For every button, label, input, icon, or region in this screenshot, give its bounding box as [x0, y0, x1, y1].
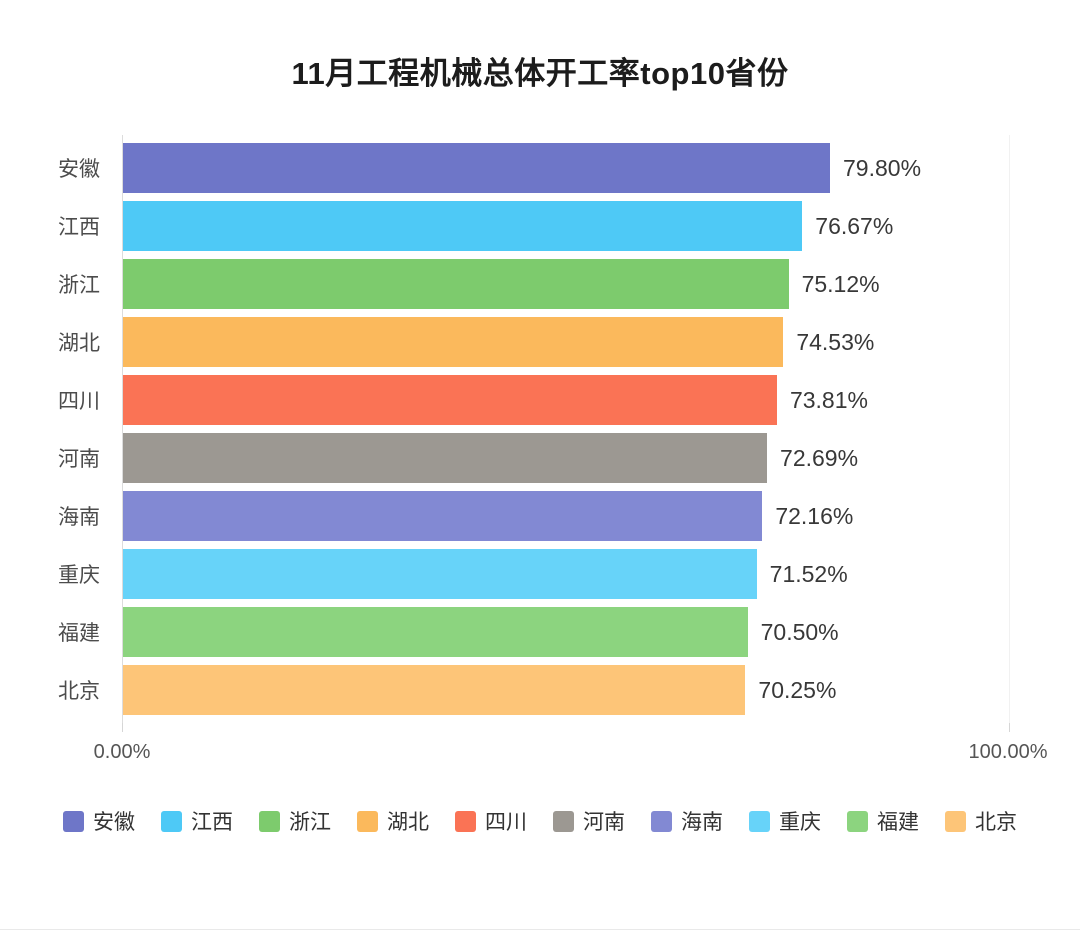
legend-swatch [357, 810, 378, 832]
legend-label: 海南 [681, 811, 723, 834]
legend-swatch [847, 810, 868, 832]
legend-label: 重庆 [779, 811, 821, 834]
legend-label: 河南 [583, 811, 625, 834]
value-label: 76.67% [815, 212, 894, 239]
legend-swatch [161, 810, 182, 832]
legend-swatch [553, 810, 574, 832]
legend-item[interactable]: 安徽 [63, 806, 135, 836]
bar-row: 安徽 79.80% [58, 139, 1009, 197]
legend-item[interactable]: 四川 [455, 806, 527, 836]
legend-item[interactable]: 海南 [651, 806, 723, 836]
legend-label: 福建 [877, 811, 919, 834]
value-label: 75.12% [801, 270, 880, 297]
category-label: 江西 [58, 216, 100, 239]
bar-row: 福建 70.50% [58, 603, 1009, 661]
value-label: 70.25% [758, 676, 837, 703]
bar-row: 北京 70.25% [58, 661, 1009, 719]
legend-swatch [945, 810, 966, 832]
legend-swatch [651, 810, 672, 832]
bar[interactable] [123, 143, 831, 193]
bar-rows: 安徽 79.80% 江西 76.67% 浙江 75.12% 湖北 74.53% 四川 73.81%… [58, 139, 1009, 719]
bar-row: 湖北 74.53% [58, 313, 1009, 371]
bar[interactable] [123, 375, 777, 425]
legend-item[interactable]: 江西 [161, 806, 233, 836]
x-axis-labels: 0.00% 100.00% [94, 741, 1048, 767]
value-label: 73.81% [789, 386, 868, 413]
bar[interactable] [123, 201, 803, 251]
legend-label: 湖北 [387, 811, 429, 834]
bar-row: 四川 73.81% [58, 371, 1009, 429]
legend-swatch [749, 810, 770, 832]
category-label: 浙江 [58, 274, 100, 297]
value-label: 79.80% [843, 154, 922, 181]
category-label: 重庆 [58, 564, 100, 587]
bar[interactable] [123, 665, 746, 715]
bar[interactable] [123, 433, 768, 483]
legend-label: 四川 [485, 811, 527, 834]
bar-row: 浙江 75.12% [58, 255, 1009, 313]
bar-chart: 安徽 79.80% 江西 76.67% 浙江 75.12% 湖北 74.53% 四川 73.81%… [58, 135, 1048, 767]
legend-label: 北京 [975, 811, 1017, 834]
legend-label: 安徽 [93, 811, 135, 834]
legend-swatch [259, 810, 280, 832]
legend-item[interactable]: 河南 [553, 806, 625, 836]
bar[interactable] [123, 607, 748, 657]
value-label: 72.16% [775, 502, 854, 529]
category-label: 河南 [58, 448, 100, 471]
legend-label: 浙江 [289, 811, 331, 834]
legend-item[interactable]: 北京 [945, 806, 1017, 836]
legend-item[interactable]: 福建 [847, 806, 919, 836]
chart-legend: 安徽 江西 浙江 湖北 四川 河南 海南 重庆 福建 北京 [0, 806, 1080, 836]
x-axis-tick-0 [122, 723, 123, 732]
value-label: 74.53% [796, 328, 875, 355]
x-axis-label-0: 0.00% [93, 741, 151, 763]
category-label: 湖北 [58, 332, 100, 355]
category-label: 福建 [58, 622, 100, 645]
category-label: 北京 [58, 680, 100, 703]
value-label: 70.50% [760, 618, 839, 645]
bar-row: 重庆 71.52% [58, 545, 1009, 603]
bar-row: 海南 72.16% [58, 487, 1009, 545]
legend-swatch [455, 810, 476, 832]
bar[interactable] [123, 259, 789, 309]
value-label: 72.69% [780, 444, 859, 471]
bar-row: 河南 72.69% [58, 429, 1009, 487]
gridline-100pct [1009, 135, 1010, 723]
bar[interactable] [123, 317, 784, 367]
category-label: 四川 [58, 390, 100, 413]
plot-area: 安徽 79.80% 江西 76.67% 浙江 75.12% 湖北 74.53% 四川 73.81%… [58, 135, 1010, 732]
value-label: 71.52% [769, 560, 848, 587]
x-axis-label-100: 100.00% [968, 741, 1048, 763]
legend-swatch [63, 810, 84, 832]
category-label: 安徽 [58, 158, 100, 181]
bar-row: 江西 76.67% [58, 197, 1009, 255]
chart-title: 11月工程机械总体开工率top10省份 [291, 56, 789, 91]
x-axis-tick-100 [1009, 723, 1010, 732]
legend-item[interactable]: 浙江 [259, 806, 331, 836]
legend-item[interactable]: 湖北 [357, 806, 429, 836]
category-label: 海南 [58, 506, 100, 529]
bar[interactable] [123, 549, 757, 599]
legend-item[interactable]: 重庆 [749, 806, 821, 836]
legend-label: 江西 [191, 811, 233, 834]
bar[interactable] [123, 491, 763, 541]
